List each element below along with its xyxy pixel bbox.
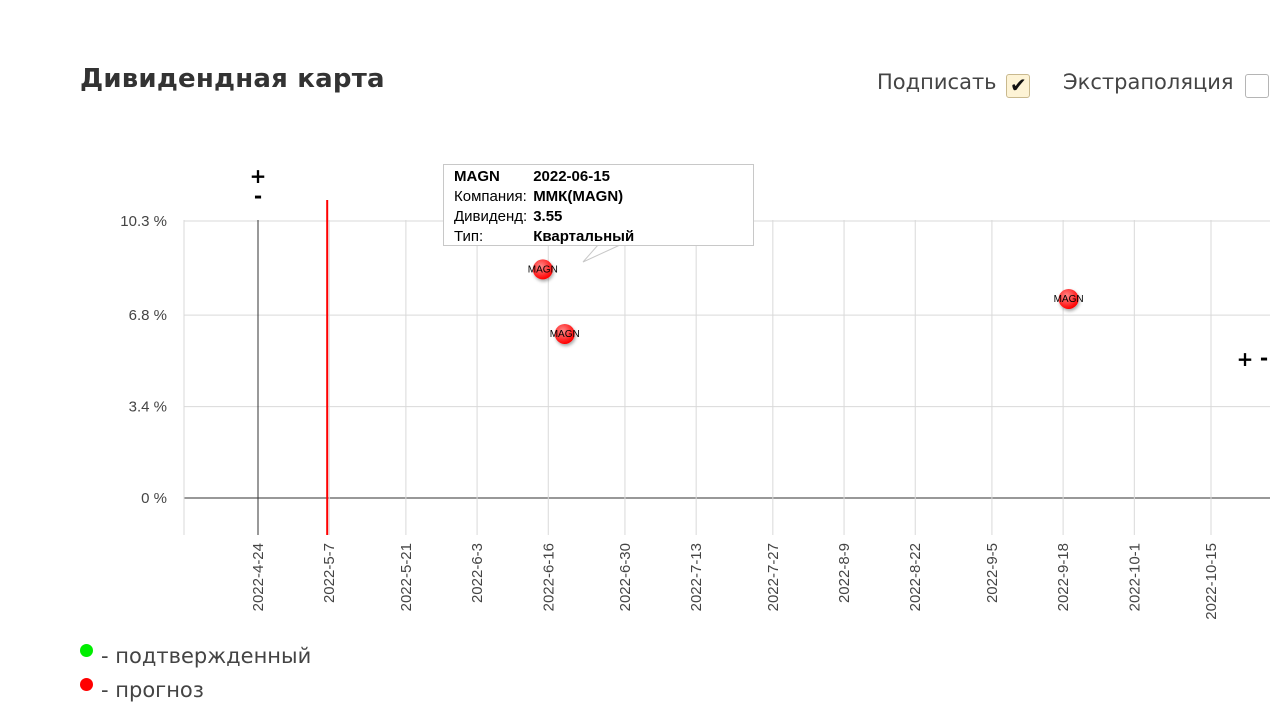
y-tick-label: 3.4 % bbox=[129, 399, 167, 416]
tooltip-date: 2022-06-15 bbox=[533, 168, 610, 185]
legend-label: - подтвержденный bbox=[101, 644, 312, 668]
x-tick-label: 2022-7-27 bbox=[765, 543, 782, 611]
x-tick-label: 2022-9-18 bbox=[1055, 543, 1072, 611]
x-tick-label: 2022-10-1 bbox=[1126, 543, 1143, 611]
tooltip-type-label: Тип: bbox=[454, 228, 484, 245]
data-point-label: MAGN bbox=[550, 329, 580, 340]
x-tick-label: 2022-7-13 bbox=[688, 543, 705, 611]
legend-red-dot-icon bbox=[80, 678, 93, 691]
legend-item-forecast: - прогноз bbox=[80, 678, 204, 702]
page-title: Дивидендная карта bbox=[80, 64, 385, 94]
x-tick-label: 2022-8-22 bbox=[907, 543, 924, 611]
x-tick-label: 2022-4-24 bbox=[250, 543, 267, 611]
legend-green-dot-icon bbox=[80, 644, 93, 657]
x-tick-label: 2022-10-15 bbox=[1203, 543, 1220, 620]
x-tick-label: 2022-9-5 bbox=[984, 543, 1001, 603]
x-zoom-in-button[interactable]: + bbox=[1237, 347, 1254, 371]
x-zoom-out-button[interactable]: - bbox=[1260, 346, 1268, 370]
data-point bbox=[554, 323, 575, 344]
y-tick-label: 0 % bbox=[141, 490, 167, 507]
extrapolation-label: Экстраполяция bbox=[1063, 70, 1234, 94]
y-tick-label: 6.8 % bbox=[129, 307, 167, 324]
tooltip-pointer bbox=[582, 244, 621, 263]
y-tick-label: 10.3 % bbox=[120, 213, 167, 230]
data-point bbox=[1058, 288, 1079, 309]
x-tick-label: 2022-6-16 bbox=[540, 543, 557, 611]
tooltip-ticker: MAGN bbox=[454, 168, 500, 185]
tooltip-type-value: Квартальный bbox=[533, 228, 635, 245]
sign-label: Подписать bbox=[877, 70, 997, 94]
data-point-label: MAGN bbox=[1054, 294, 1084, 305]
legend-label: - прогноз bbox=[101, 678, 204, 702]
extrapolation-checkbox[interactable] bbox=[1245, 74, 1269, 98]
data-point-label: MAGN bbox=[528, 264, 558, 275]
x-tick-label: 2022-5-7 bbox=[321, 543, 338, 603]
y-zoom-out-button[interactable]: - bbox=[254, 184, 262, 208]
y-zoom-in-button[interactable]: + bbox=[250, 164, 267, 188]
x-tick-label: 2022-6-30 bbox=[617, 543, 634, 611]
x-tick-label: 2022-5-21 bbox=[398, 543, 415, 611]
sign-checkbox[interactable]: ✔ bbox=[1006, 73, 1030, 98]
checkmark-icon: ✔ bbox=[1010, 73, 1027, 97]
tooltip-company-value: ММК(MAGN) bbox=[533, 188, 624, 205]
x-tick-label: 2022-6-3 bbox=[469, 543, 486, 603]
tooltip-dividend-value: 3.55 bbox=[533, 208, 563, 225]
tooltip-company-label: Компания: bbox=[454, 188, 527, 205]
tooltip: MAGN 2022-06-15 Компания: ММК(MAGN) Диви… bbox=[443, 164, 754, 246]
tooltip-dividend-label: Дивиденд: bbox=[454, 208, 528, 225]
data-point bbox=[532, 259, 553, 280]
x-tick-label: 2022-8-9 bbox=[836, 543, 853, 603]
legend-item-confirmed: - подтвержденный bbox=[80, 644, 311, 668]
